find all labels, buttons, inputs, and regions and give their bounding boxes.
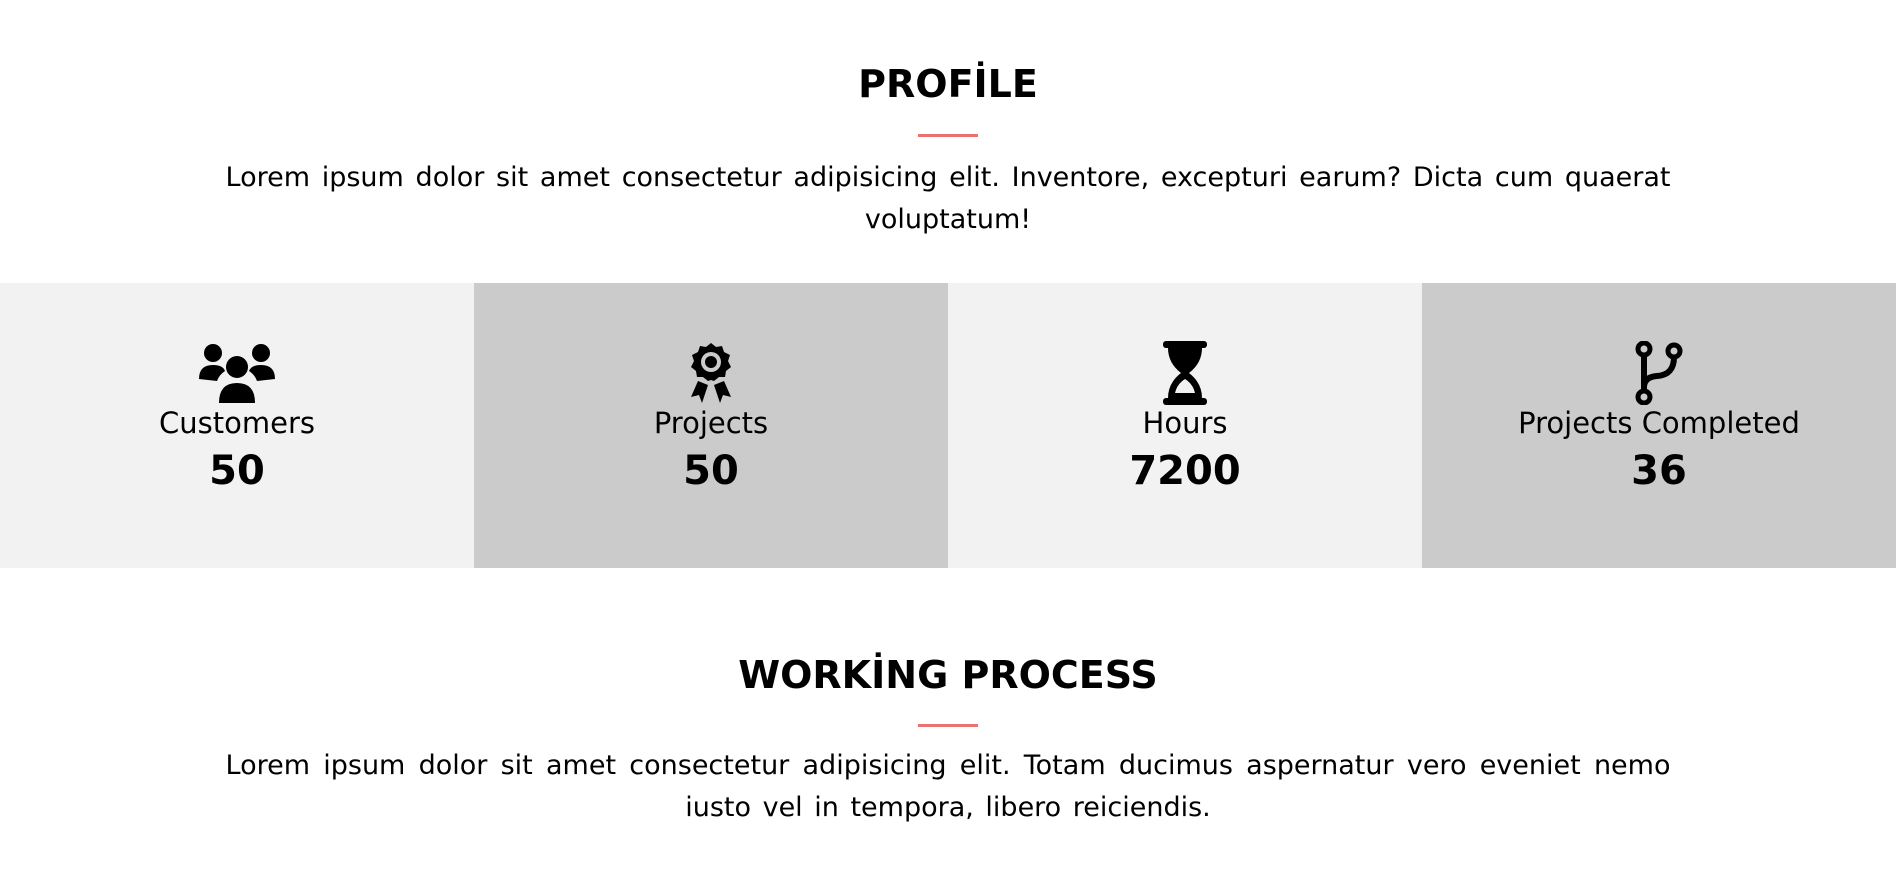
code-branch-icon [1635,341,1683,405]
stat-label: Customers [159,406,315,440]
stat-value: 7200 [1129,448,1241,494]
stat-label: Projects Completed [1518,406,1800,440]
award-icon [691,343,731,403]
stat-value: 50 [209,448,265,494]
stat-hours: Hours 7200 [948,283,1422,568]
stats-row: Customers 50 Projects 50 Hours 7200 [0,283,1896,568]
profile-description: Lorem ipsum dolor sit amet consectetur a… [225,162,1671,235]
stat-value: 36 [1631,448,1687,494]
profile-title: PROFİLE [858,62,1038,106]
profile-section-header: PROFİLE Lorem ipsum dolor sit amet conse… [0,0,1896,241]
users-icon [199,344,275,403]
hourglass-icon [1163,341,1207,405]
working-process-title-underline [918,724,978,727]
profile-title-underline [918,134,978,137]
working-process-section-header: WORKİNG PROCESS Lorem ipsum dolor sit am… [0,650,1896,829]
stat-projects: Projects 50 [474,283,948,568]
stat-label: Projects [653,406,769,440]
stat-projects-completed: Projects Completed 36 [1422,283,1896,568]
working-process-description: Lorem ipsum dolor sit amet consectetur a… [225,750,1671,823]
stat-customers: Customers 50 [0,283,474,568]
stat-value: 50 [683,448,739,494]
stat-label: Hours [1142,406,1228,440]
working-process-title: WORKİNG PROCESS [738,653,1158,697]
